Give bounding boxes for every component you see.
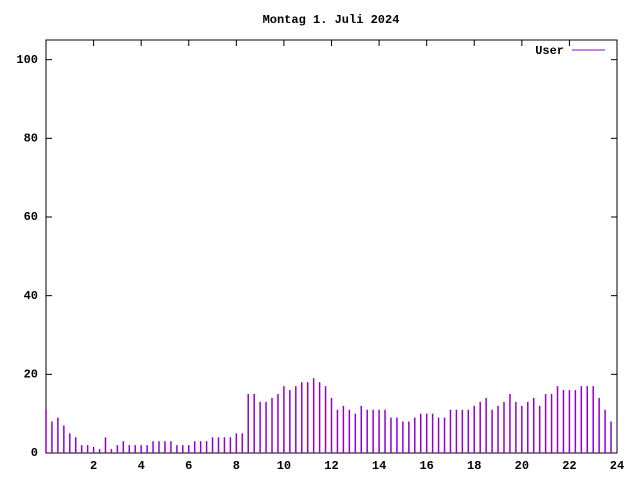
plot-border — [45, 39, 618, 454]
x-tick-label: 12 — [324, 459, 338, 473]
y-tick-label: 0 — [31, 446, 38, 460]
x-tick-label: 2 — [90, 459, 97, 473]
x-tick-label: 22 — [562, 459, 576, 473]
x-tick-label: 20 — [515, 459, 529, 473]
x-tick-label: 4 — [138, 459, 145, 473]
y-tick-label: 60 — [24, 210, 38, 224]
x-tick-label: 10 — [277, 459, 291, 473]
y-tick-label: 20 — [24, 368, 38, 382]
y-tick-label: 40 — [24, 289, 38, 303]
x-tick-label: 16 — [419, 459, 433, 473]
chart-title: Montag 1. Juli 2024 — [263, 13, 400, 27]
x-tick-label: 8 — [233, 459, 240, 473]
x-tick-label: 6 — [185, 459, 192, 473]
legend-label: User — [535, 44, 564, 58]
x-tick-label: 14 — [372, 459, 386, 473]
y-tick-label: 80 — [24, 132, 38, 146]
x-tick-label: 24 — [610, 459, 624, 473]
y-tick-label: 100 — [16, 53, 38, 67]
x-tick-label: 18 — [467, 459, 481, 473]
